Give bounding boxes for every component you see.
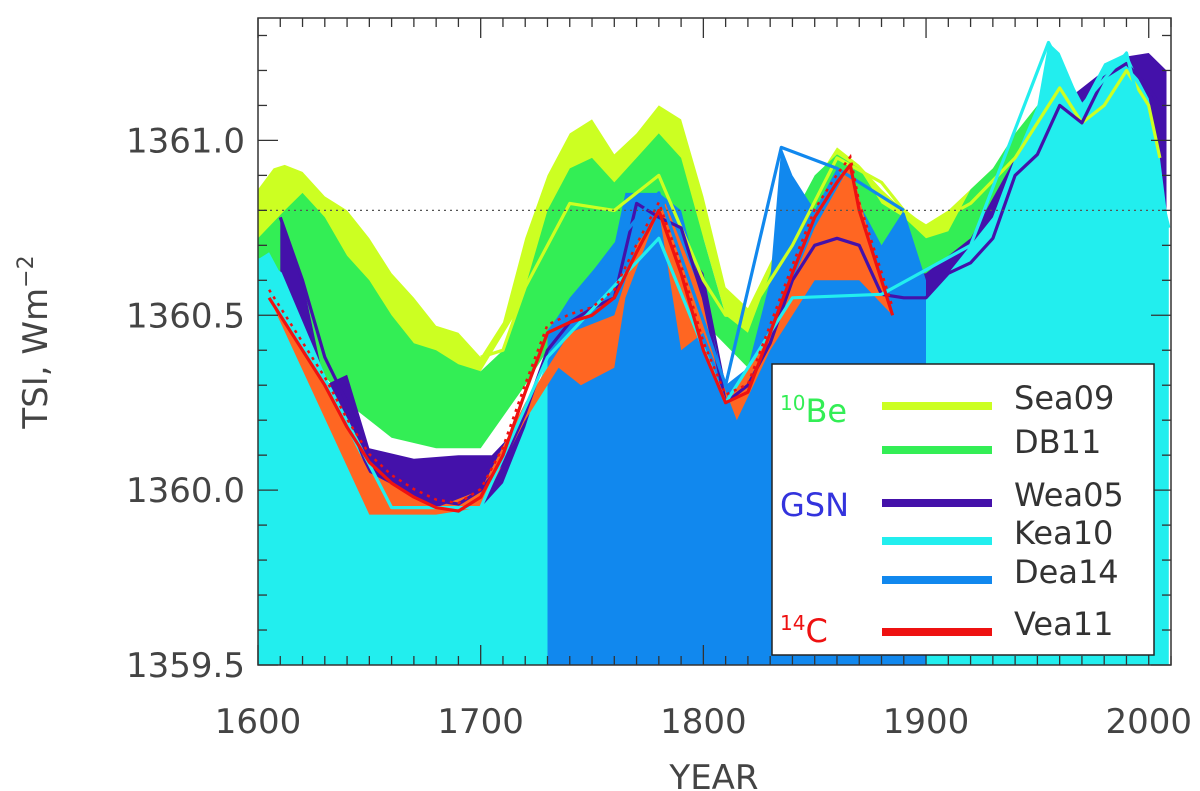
ticks-layer: [257, 18, 1172, 666]
line-dea14: [546, 145, 905, 387]
legend-entry-db11: DB11: [1014, 423, 1101, 461]
x-tick-label: 1900: [883, 702, 970, 742]
legend-box: [771, 363, 1155, 656]
line-vea11-dotted: [268, 153, 894, 505]
legend-group-label-10be: 10Be: [780, 391, 847, 430]
y-tick-label: 1360.5: [126, 296, 245, 336]
plot-frame: [257, 17, 1172, 666]
legend-entry-wea05: Wea05: [1014, 476, 1124, 514]
legend-group-label-gsn: GSN: [780, 486, 849, 524]
legend-entry-vea11: Vea11: [1014, 605, 1113, 643]
tick-labels: 1600 1700 1800 1900 2000 1359.5 1360.0 1360.5 13…: [126, 121, 1192, 742]
legend-entry-dea14: Dea14: [1014, 553, 1119, 591]
legend-group-label-14c: 14C: [780, 611, 828, 650]
x-tick-label: 1600: [215, 702, 302, 742]
y-tick-label: 1361.0: [126, 121, 245, 161]
legend-group-sup-10be: 10: [780, 391, 805, 415]
y-axis-label: TSI, Wm−2: [14, 255, 56, 429]
legend-entry-kea10: Kea10: [1014, 514, 1113, 552]
line-sea09: [480, 68, 1162, 359]
x-tick-label: 2000: [1105, 702, 1192, 742]
lines-layer: [258, 40, 1171, 513]
legend-group-sup-14c: 14: [780, 611, 805, 635]
legend: 10Be GSN 14C Sea09 DB11 Wea05 Kea10 Dea1…: [771, 363, 1155, 656]
legend-entry-sea09: Sea09: [1014, 379, 1114, 417]
line-vea11: [267, 163, 895, 513]
x-axis-label: YEAR: [668, 758, 758, 791]
x-tick-label: 1800: [660, 702, 747, 742]
x-tick-label: 1700: [437, 702, 524, 742]
y-tick-label: 1359.5: [126, 646, 245, 686]
y-tick-label: 1360.0: [126, 471, 245, 511]
legend-group-main-10be: Be: [805, 392, 847, 430]
legend-group-main-14c: C: [805, 612, 827, 650]
band-vea11: [269, 164, 893, 515]
